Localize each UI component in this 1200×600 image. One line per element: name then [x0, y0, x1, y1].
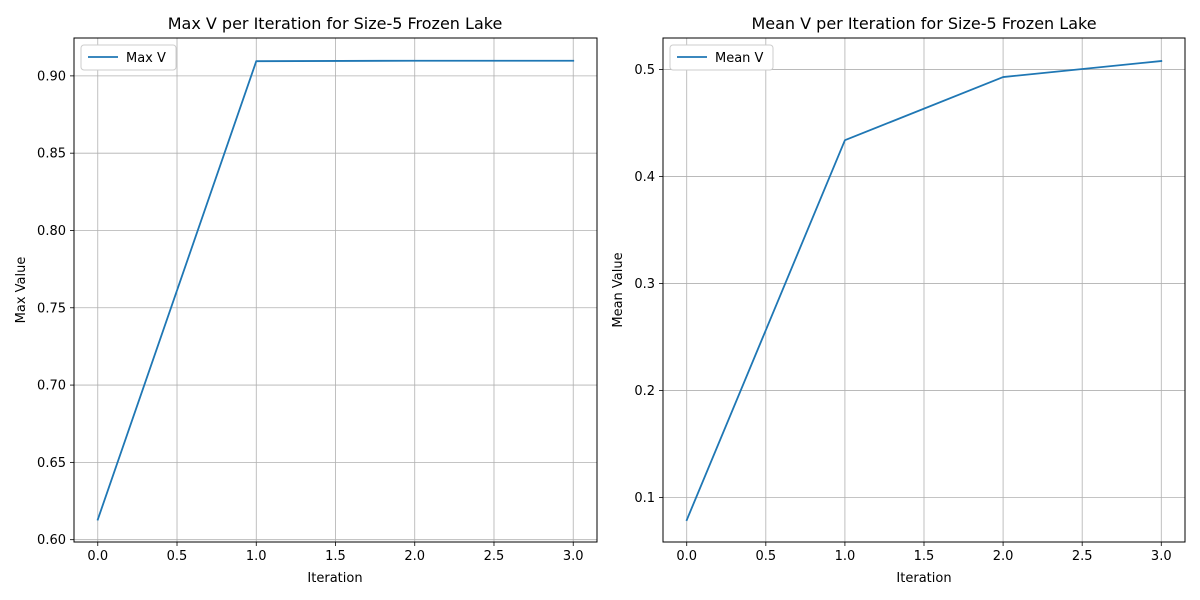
x-tick-label: 1.0	[835, 549, 856, 564]
legend-box	[80, 44, 177, 71]
y-tick-label: 0.4	[634, 170, 655, 185]
tick-layer: 0.0 0.5 1.0 1.5 2.0 2.5 3.0 0.60 0.65 0.70 0.75 0.8…	[37, 69, 584, 564]
series-layer	[96, 59, 575, 521]
y-tick-label: 0.75	[37, 301, 66, 316]
x-axis-label: Iteration	[307, 571, 362, 586]
x-tick-label: 0.0	[87, 549, 108, 564]
x-tick-label: 1.5	[325, 549, 346, 564]
legend-entry-label: Max V	[126, 51, 166, 66]
tick-layer: 0.0 0.5 1.0 1.5 2.0 2.5 3.0 0.1 0.2 0.3 0.4 0.5	[634, 63, 1171, 564]
x-tick-label: 2.0	[993, 549, 1014, 564]
max-v-chart-panel: Max V per Iteration for Size-5 Frozen La…	[14, 14, 598, 586]
y-tick-label: 0.3	[634, 277, 655, 292]
x-tick-label: 2.5	[484, 549, 505, 564]
y-tick-label: 0.65	[37, 456, 66, 471]
y-tick-label: 0.90	[37, 69, 66, 84]
gridlines	[74, 38, 597, 542]
legend: Mean V	[669, 44, 774, 71]
x-tick-label: 3.0	[1151, 549, 1172, 564]
y-tick-label: 0.60	[37, 533, 66, 548]
legend-box	[669, 44, 774, 71]
gridlines	[663, 38, 1185, 542]
y-tick-label: 0.85	[37, 147, 66, 162]
y-axis-label: Max Value	[14, 257, 29, 324]
x-tick-label: 2.0	[404, 549, 425, 564]
legend-entry-label: Mean V	[715, 51, 764, 66]
x-tick-label: 3.0	[563, 549, 584, 564]
x-tick-label: 0.5	[167, 549, 188, 564]
y-axis-label: Mean Value	[611, 252, 626, 327]
y-tick-label: 0.70	[37, 379, 66, 394]
y-tick-label: 0.1	[634, 491, 655, 506]
y-tick-label: 0.5	[634, 63, 655, 78]
chart-title: Max V per Iteration for Size-5 Frozen La…	[168, 14, 503, 33]
x-tick-label: 1.5	[914, 549, 935, 564]
x-tick-label: 0.5	[755, 549, 776, 564]
x-axis-label: Iteration	[896, 571, 951, 586]
series-layer	[685, 60, 1163, 522]
x-tick-label: 0.0	[676, 549, 697, 564]
legend: Max V	[80, 44, 177, 71]
y-tick-label: 0.80	[37, 224, 66, 239]
y-tick-label: 0.2	[634, 384, 655, 399]
chart-title: Mean V per Iteration for Size-5 Frozen L…	[751, 14, 1096, 33]
series-line	[96, 59, 575, 521]
x-tick-label: 1.0	[246, 549, 267, 564]
x-tick-label: 2.5	[1072, 549, 1093, 564]
series-line	[685, 60, 1163, 522]
mean-v-chart-panel: Mean V per Iteration for Size-5 Frozen L…	[611, 14, 1186, 586]
